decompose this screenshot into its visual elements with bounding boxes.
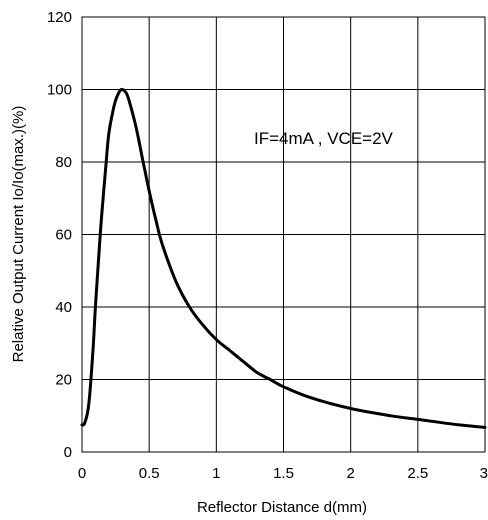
y-tick-label: 80	[55, 154, 72, 171]
plot-frame	[81, 16, 486, 453]
x-tick-label: 2	[346, 465, 354, 482]
x-tick-label: 2.5	[407, 465, 428, 482]
series-line	[80, 87, 487, 429]
x-tick-labels: 0 0.5 1 1.5 2 2.5 3	[78, 465, 488, 482]
y-tick-label: 0	[64, 444, 72, 461]
x-tick-label: 1	[212, 465, 220, 482]
condition-annotation: IF=4mA , VCE=2V	[254, 129, 394, 148]
y-tick-label: 40	[55, 299, 72, 316]
y-tick-label: 60	[55, 227, 72, 244]
y-tick-labels: 0 20 40 60 80 100 120	[47, 9, 72, 461]
x-tick-label: 3	[480, 465, 488, 482]
y-tick-label: 20	[55, 372, 72, 389]
x-tick-label: 1.5	[273, 465, 294, 482]
y-tick-label: 120	[47, 9, 72, 26]
x-axis-title: Reflector Distance d(mm)	[197, 499, 367, 516]
y-tick-label: 100	[47, 82, 72, 99]
grid-lines	[82, 17, 485, 452]
x-tick-label: 0.5	[139, 465, 160, 482]
y-axis-title: Relative Output Current Io/Io(max.)(%)	[10, 106, 27, 363]
x-tick-label: 0	[78, 465, 86, 482]
